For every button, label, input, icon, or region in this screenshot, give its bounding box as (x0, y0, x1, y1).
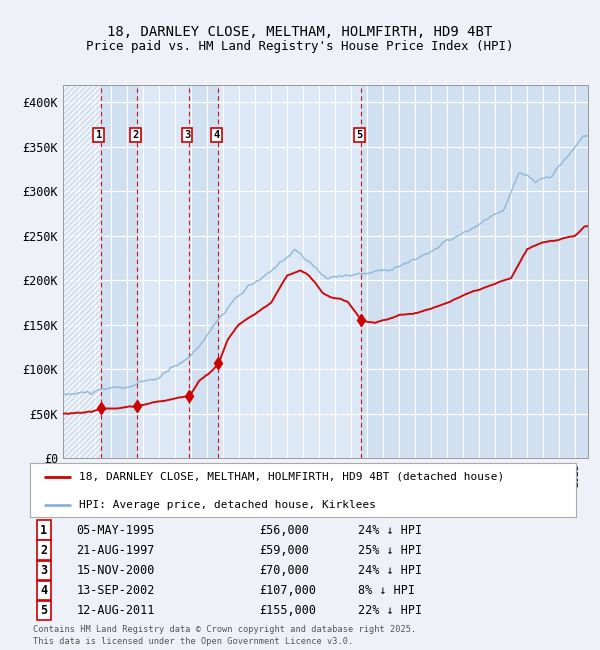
Text: £59,000: £59,000 (259, 543, 309, 556)
Text: 2: 2 (40, 543, 47, 556)
Text: 18, DARNLEY CLOSE, MELTHAM, HOLMFIRTH, HD9 4BT: 18, DARNLEY CLOSE, MELTHAM, HOLMFIRTH, H… (107, 25, 493, 39)
Bar (189, 84, 218, 458)
Text: £155,000: £155,000 (259, 604, 316, 617)
Text: 24% ↓ HPI: 24% ↓ HPI (358, 524, 422, 537)
Text: 3: 3 (184, 130, 190, 140)
Text: £70,000: £70,000 (259, 564, 309, 577)
Text: 24% ↓ HPI: 24% ↓ HPI (358, 564, 422, 577)
Bar (361, 84, 588, 458)
Text: HPI: Average price, detached house, Kirklees: HPI: Average price, detached house, Kirk… (79, 500, 376, 510)
Text: £56,000: £56,000 (259, 524, 309, 537)
Text: 4: 4 (213, 130, 220, 140)
Text: 3: 3 (40, 564, 47, 577)
Text: 2: 2 (132, 130, 139, 140)
Text: £107,000: £107,000 (259, 584, 316, 597)
Bar (63, 84, 101, 458)
Text: 4: 4 (40, 584, 47, 597)
Text: 1: 1 (40, 524, 47, 537)
Text: 5: 5 (40, 604, 47, 617)
Text: This data is licensed under the Open Government Licence v3.0.: This data is licensed under the Open Gov… (33, 637, 353, 646)
Text: 12-AUG-2011: 12-AUG-2011 (76, 604, 155, 617)
Text: 1: 1 (96, 130, 102, 140)
Text: 25% ↓ HPI: 25% ↓ HPI (358, 543, 422, 556)
Text: Price paid vs. HM Land Registry's House Price Index (HPI): Price paid vs. HM Land Registry's House … (86, 40, 514, 53)
Text: 13-SEP-2002: 13-SEP-2002 (76, 584, 155, 597)
Text: 22% ↓ HPI: 22% ↓ HPI (358, 604, 422, 617)
Text: Contains HM Land Registry data © Crown copyright and database right 2025.: Contains HM Land Registry data © Crown c… (33, 625, 416, 634)
Text: 18, DARNLEY CLOSE, MELTHAM, HOLMFIRTH, HD9 4BT (detached house): 18, DARNLEY CLOSE, MELTHAM, HOLMFIRTH, H… (79, 472, 505, 482)
Text: 5: 5 (356, 130, 362, 140)
Text: 15-NOV-2000: 15-NOV-2000 (76, 564, 155, 577)
Text: 21-AUG-1997: 21-AUG-1997 (76, 543, 155, 556)
Text: 05-MAY-1995: 05-MAY-1995 (76, 524, 155, 537)
Text: 8% ↓ HPI: 8% ↓ HPI (358, 584, 415, 597)
Bar (101, 84, 137, 458)
